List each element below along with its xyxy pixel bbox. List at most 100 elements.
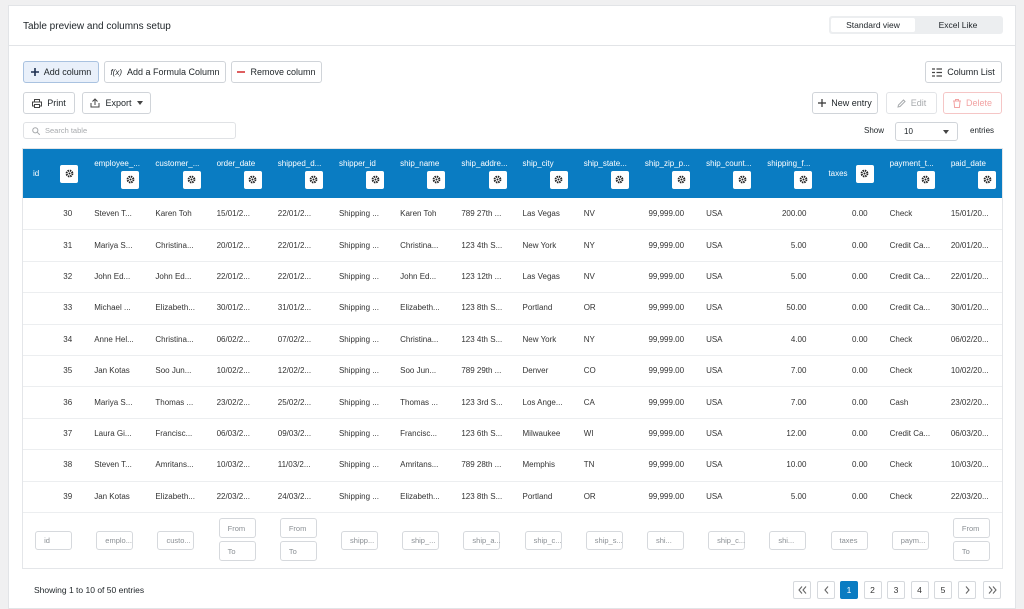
table-cell: 30 [63,209,73,219]
page-nav-button[interactable] [817,581,835,599]
column-filter[interactable]: emplo... [96,531,134,550]
column-header[interactable]: shipped_d... [268,149,329,198]
gear-icon [187,175,196,184]
column-settings-button[interactable] [304,170,323,189]
column-header[interactable]: taxes [818,149,879,198]
print-button[interactable]: Print [23,92,75,114]
gear-icon [310,175,318,184]
column-settings-button[interactable] [855,164,874,183]
table-cell: Christina... [400,240,439,250]
column-filter[interactable]: shi... [646,531,684,550]
table-cell: 7.00 [790,366,807,376]
column-settings-button[interactable] [610,170,629,189]
table-cell: 22/03/2... [216,491,250,501]
table-cell: Shipping ... [338,397,379,407]
page-button[interactable]: 3 [887,581,905,599]
add-formula-button[interactable]: f(x) Add a Formula Column [104,61,226,83]
column-settings-button[interactable] [916,170,935,189]
column-header[interactable]: customer_... [145,149,206,198]
column-settings-button[interactable] [366,170,385,189]
page-nav-button[interactable] [983,581,1001,599]
column-filter[interactable]: ship_c... [708,531,746,550]
page-button[interactable]: 2 [863,581,882,599]
column-header[interactable]: payment_t... [880,149,941,198]
search-input[interactable]: Search table [23,122,236,139]
page-button[interactable]: 4 [910,581,929,599]
table-cell: 10.00 [786,460,807,470]
view-option[interactable]: Standard view [831,18,915,32]
range-filter[interactable]: To [279,541,317,561]
table-cell: 50.00 [786,303,807,313]
column-settings-button[interactable] [488,170,507,189]
column-header[interactable]: order_date [207,149,268,198]
column-settings-button[interactable] [121,170,140,189]
column-header[interactable]: shipper_id [329,149,390,198]
range-filter[interactable]: To [218,541,256,561]
column-header[interactable]: paid_date [941,149,1002,198]
page-size-select[interactable]: 10 [895,122,958,141]
column-header-label: shipped_d... [277,158,322,168]
table-cell: Christina... [400,334,439,344]
page-nav-button[interactable] [958,581,976,599]
column-settings-button[interactable] [182,170,201,189]
page-button[interactable]: 1 [840,581,858,599]
column-filter[interactable]: id [35,531,73,550]
range-filter[interactable]: From [218,518,256,538]
table-cell: Francisc... [400,428,438,438]
table-cell: Shipping ... [338,271,379,281]
page-nav-button[interactable] [793,581,811,599]
column-filter[interactable]: taxes [830,531,868,550]
column-header[interactable]: ship_zip_p... [635,149,696,198]
table-cell: 789 28th ... [461,460,502,470]
column-filter[interactable]: ship_... [402,531,440,550]
range-filter[interactable]: To [952,541,990,561]
table-cell: 200.00 [781,209,807,219]
range-filter[interactable]: From [279,518,317,538]
column-filter[interactable]: ship_s... [585,531,623,550]
table-cell: 123 6th S... [461,428,503,438]
range-filter[interactable]: From [952,518,990,538]
table-cell: 0.00 [852,428,868,438]
column-header[interactable]: ship_name [390,149,451,198]
export-button[interactable]: Export [82,92,151,114]
column-settings-button[interactable] [549,170,568,189]
table-cell: Soo Jun... [400,366,437,376]
column-settings-button[interactable] [794,170,813,189]
new-entry-button[interactable]: New entry [812,92,878,114]
column-filter[interactable]: shi... [769,531,807,550]
column-filter[interactable]: custo... [157,531,195,550]
column-settings-button[interactable] [60,164,79,183]
column-settings-button[interactable] [243,170,262,189]
gear-icon [493,175,502,184]
table-cell: 15/01/20... [950,209,989,219]
column-filter[interactable]: ship_c... [524,531,562,550]
view-option[interactable]: Excel Like [938,20,978,30]
table-cell: 5.00 [790,491,807,501]
caret-icon [943,129,949,134]
column-settings-button[interactable] [978,170,996,189]
column-header[interactable]: ship_city [513,149,574,198]
row-divider [23,229,1002,231]
add-column-button[interactable]: Add column [23,61,99,83]
arrow-icon [965,586,970,594]
table-cell: 36 [63,397,73,407]
column-filter[interactable]: paym... [891,531,929,550]
column-header[interactable]: employee_... [84,149,145,198]
edit-button[interactable]: Edit [886,92,937,114]
column-filter[interactable]: ship_a... [463,531,501,550]
column-list-button[interactable]: Column List [925,61,1002,83]
table-cell: 123 4th S... [461,240,503,250]
table-cell: Check [889,209,913,219]
column-header[interactable]: ship_state... [574,149,635,198]
column-header[interactable]: shipping_f... [757,149,818,198]
column-header[interactable]: ship_count... [696,149,757,198]
column-settings-button[interactable] [672,170,691,189]
page-button[interactable]: 5 [934,581,952,599]
remove-column-button[interactable]: Remove column [231,61,322,83]
column-filter[interactable]: shipp... [341,531,379,550]
column-header[interactable]: id [23,149,84,198]
column-settings-button[interactable] [733,170,752,189]
column-settings-button[interactable] [427,170,446,189]
column-header[interactable]: ship_addre... [451,149,512,198]
delete-button[interactable]: Delete [943,92,1002,114]
